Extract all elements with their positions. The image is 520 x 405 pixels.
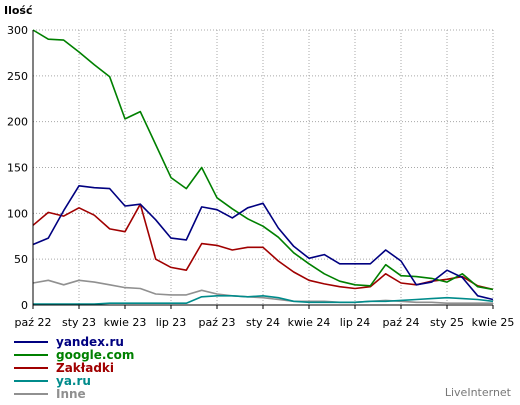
y-axis-ticks: 0 50 100 150 200 250 300 [7, 24, 28, 312]
legend-label: Zakładki [56, 361, 114, 375]
x-tick-label: sty 24 [246, 316, 280, 329]
y-axis-title: Ilość [4, 4, 33, 17]
series-line-inne [32, 279, 493, 305]
y-tick-label: 0 [21, 299, 28, 312]
brand-label: LiveInternet [445, 386, 512, 399]
legend-label: yandex.ru [56, 335, 124, 349]
x-tick-label: paź 24 [383, 316, 420, 329]
x-tick-label: paź 23 [199, 316, 236, 329]
legend-label: ya.ru [56, 374, 91, 388]
y-tick-label: 100 [7, 207, 28, 220]
x-tick-label: paź 22 [15, 316, 52, 329]
y-tick-label: 250 [7, 70, 28, 83]
series-lines [32, 29, 494, 305]
x-axis-ticks: paź 22 sty 23 kwie 23 lip 23 paź 23 sty 24 kwi… [15, 305, 515, 329]
series-line-google-com [32, 29, 494, 291]
x-tick-label: kwie 23 [104, 316, 147, 329]
x-tick-label: sty 23 [62, 316, 96, 329]
series-line-ya-ru [33, 294, 494, 305]
legend-label: Inne [56, 387, 86, 401]
y-tick-label: 50 [14, 253, 28, 266]
grid [33, 29, 494, 305]
legend-label: google.com [56, 348, 134, 362]
series-line-yandex-ru [32, 185, 494, 301]
axes [32, 30, 493, 306]
x-tick-label: lip 23 [156, 316, 187, 329]
x-tick-label: kwie 25 [472, 316, 515, 329]
x-tick-label: lip 24 [340, 316, 371, 329]
y-tick-label: 300 [7, 24, 28, 37]
y-tick-label: 150 [7, 162, 28, 175]
y-tick-label: 200 [7, 116, 28, 129]
x-tick-label: kwie 24 [288, 316, 331, 329]
x-tick-label: sty 25 [430, 316, 464, 329]
